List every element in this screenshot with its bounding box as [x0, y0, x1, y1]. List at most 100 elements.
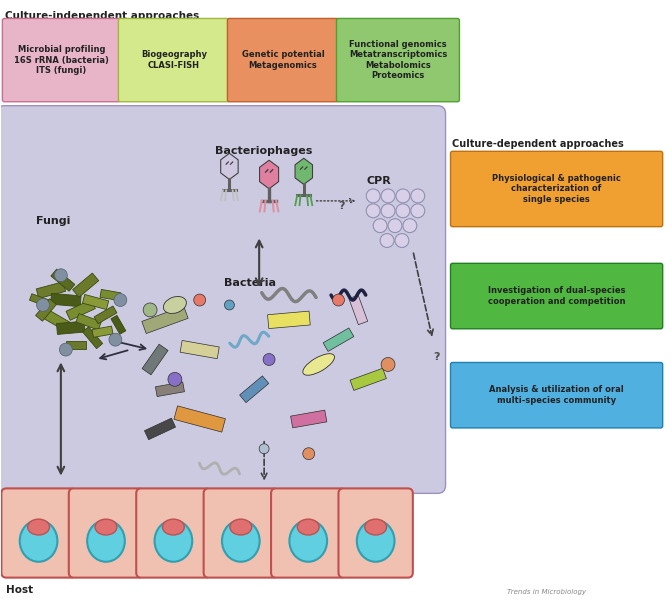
- Ellipse shape: [155, 520, 192, 562]
- Polygon shape: [267, 311, 310, 329]
- Circle shape: [114, 293, 127, 307]
- Polygon shape: [323, 328, 354, 352]
- Text: ?: ?: [339, 201, 345, 211]
- Polygon shape: [83, 327, 103, 348]
- Ellipse shape: [297, 519, 319, 535]
- Polygon shape: [111, 315, 126, 335]
- Text: Fungi: Fungi: [36, 216, 71, 226]
- Circle shape: [381, 204, 395, 218]
- FancyBboxPatch shape: [204, 488, 278, 578]
- FancyBboxPatch shape: [450, 151, 663, 227]
- Polygon shape: [142, 306, 188, 333]
- Circle shape: [36, 298, 50, 312]
- Polygon shape: [350, 368, 386, 390]
- Polygon shape: [36, 282, 66, 298]
- Circle shape: [381, 358, 395, 371]
- Circle shape: [143, 303, 157, 317]
- Polygon shape: [290, 410, 327, 428]
- Ellipse shape: [95, 519, 117, 535]
- Polygon shape: [36, 299, 56, 321]
- FancyBboxPatch shape: [1, 488, 76, 578]
- Circle shape: [403, 219, 417, 232]
- Ellipse shape: [28, 519, 50, 535]
- Polygon shape: [50, 293, 81, 307]
- Polygon shape: [144, 418, 175, 440]
- Polygon shape: [240, 376, 269, 402]
- FancyBboxPatch shape: [3, 19, 120, 102]
- Circle shape: [333, 294, 345, 306]
- Text: Physiological & pathogenic
characterization of
single species: Physiological & pathogenic characterizat…: [492, 174, 621, 204]
- Circle shape: [54, 269, 67, 282]
- Ellipse shape: [163, 519, 184, 535]
- Text: Functional genomics
Metatranscriptomics
Metabolomics
Proteomics: Functional genomics Metatranscriptomics …: [349, 40, 447, 80]
- Text: Culture-independent approaches: Culture-independent approaches: [5, 10, 200, 21]
- Ellipse shape: [163, 296, 186, 313]
- Polygon shape: [42, 309, 70, 330]
- Circle shape: [263, 353, 275, 365]
- Circle shape: [411, 189, 425, 203]
- Circle shape: [381, 189, 395, 203]
- Text: Microbial profiling
16S rRNA (bacteria)
ITS (fungi): Microbial profiling 16S rRNA (bacteria) …: [14, 45, 109, 75]
- Polygon shape: [100, 289, 121, 301]
- Polygon shape: [76, 313, 101, 330]
- FancyBboxPatch shape: [450, 263, 663, 329]
- FancyBboxPatch shape: [337, 19, 460, 102]
- Ellipse shape: [230, 519, 252, 535]
- Ellipse shape: [19, 520, 57, 562]
- Text: Bacteriophages: Bacteriophages: [214, 146, 312, 156]
- Circle shape: [396, 189, 410, 203]
- Polygon shape: [349, 295, 368, 325]
- FancyBboxPatch shape: [450, 362, 663, 428]
- Circle shape: [388, 219, 402, 232]
- Ellipse shape: [303, 354, 335, 375]
- Polygon shape: [94, 306, 117, 324]
- Circle shape: [395, 234, 409, 247]
- Circle shape: [396, 204, 410, 218]
- Ellipse shape: [357, 520, 394, 562]
- Polygon shape: [66, 341, 85, 348]
- Ellipse shape: [290, 520, 327, 562]
- Circle shape: [259, 444, 269, 454]
- Circle shape: [373, 219, 387, 232]
- Polygon shape: [92, 326, 113, 338]
- Circle shape: [303, 448, 314, 460]
- Text: CPR: CPR: [366, 176, 391, 186]
- Polygon shape: [259, 160, 279, 189]
- Text: ?: ?: [433, 352, 440, 362]
- Text: Genetic potential
Metagenomics: Genetic potential Metagenomics: [241, 50, 325, 70]
- Circle shape: [224, 300, 235, 310]
- Text: Investigation of dual-species
cooperation and competition: Investigation of dual-species cooperatio…: [488, 286, 626, 306]
- Circle shape: [59, 343, 73, 356]
- Text: Analysis & utilization of oral
multi-species community: Analysis & utilization of oral multi-spe…: [489, 385, 624, 405]
- Polygon shape: [295, 159, 312, 185]
- Polygon shape: [180, 341, 219, 359]
- Circle shape: [366, 204, 380, 218]
- FancyBboxPatch shape: [0, 106, 446, 493]
- Polygon shape: [155, 382, 184, 396]
- Polygon shape: [66, 299, 95, 320]
- Circle shape: [380, 234, 394, 247]
- Text: Trends in Microbiology: Trends in Microbiology: [507, 589, 587, 595]
- Polygon shape: [83, 295, 109, 310]
- Circle shape: [411, 204, 425, 218]
- Circle shape: [109, 333, 122, 346]
- Polygon shape: [174, 406, 225, 432]
- Polygon shape: [73, 273, 99, 297]
- FancyBboxPatch shape: [227, 19, 339, 102]
- FancyBboxPatch shape: [339, 488, 413, 578]
- FancyBboxPatch shape: [69, 488, 143, 578]
- Polygon shape: [142, 344, 168, 375]
- Polygon shape: [30, 293, 48, 306]
- Polygon shape: [220, 153, 238, 180]
- Circle shape: [366, 189, 380, 203]
- Text: Bacteria: Bacteria: [224, 278, 276, 288]
- FancyBboxPatch shape: [271, 488, 345, 578]
- Ellipse shape: [365, 519, 386, 535]
- Polygon shape: [51, 269, 75, 291]
- Ellipse shape: [87, 520, 125, 562]
- FancyBboxPatch shape: [136, 488, 210, 578]
- Circle shape: [194, 294, 206, 306]
- Text: Host: Host: [6, 584, 34, 595]
- Circle shape: [168, 373, 182, 386]
- Text: Culture-dependent approaches: Culture-dependent approaches: [452, 139, 624, 149]
